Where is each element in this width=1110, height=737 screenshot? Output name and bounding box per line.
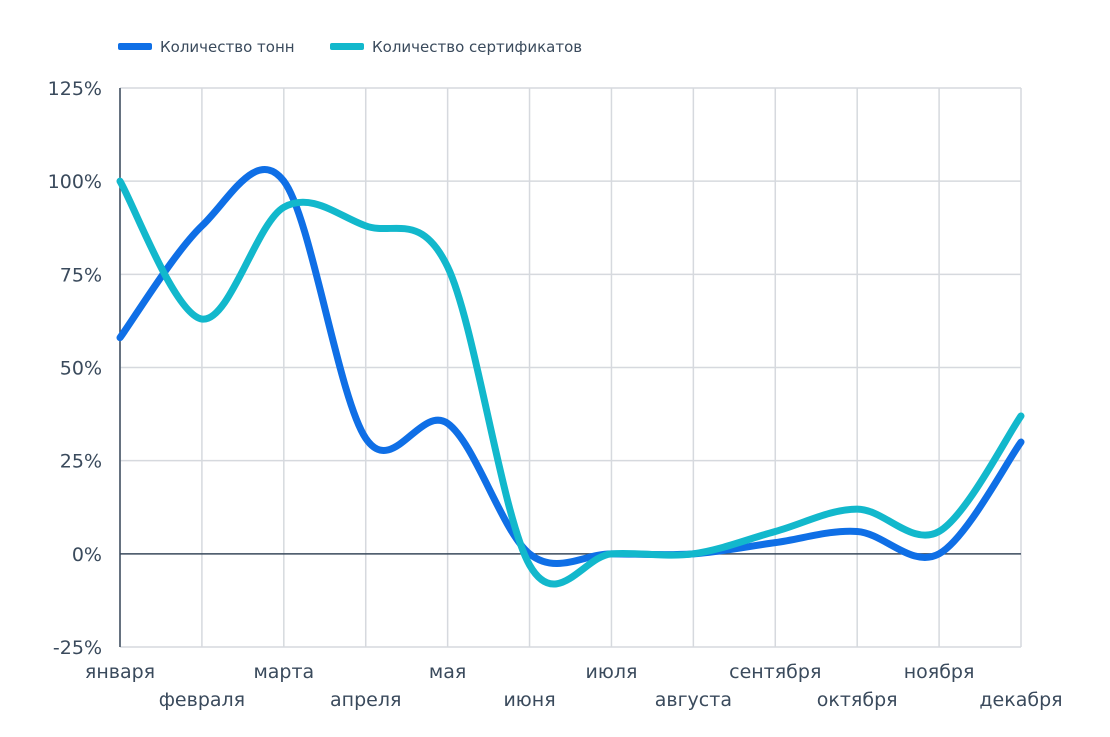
y-tick-label: 75%	[60, 264, 102, 286]
x-tick-label: ноября	[904, 661, 975, 683]
y-tick-label: -25%	[53, 637, 102, 659]
y-axis: -25% 0% 25% 50% 75% 100% 125%	[48, 78, 102, 659]
y-tick-label: 100%	[48, 171, 102, 193]
x-tick-label: мая	[429, 661, 466, 683]
y-tick-label: 125%	[48, 78, 102, 100]
series-line-certificates	[116, 177, 1025, 588]
legend: Количество тонн Количество сертификатов	[118, 38, 582, 56]
series-lines	[116, 166, 1025, 588]
legend-swatch-certificates	[330, 43, 364, 50]
legend-item-tonnes[interactable]: Количество тонн	[118, 38, 295, 56]
legend-label-certificates: Количество сертификатов	[372, 38, 582, 56]
grid-lines	[119, 87, 1022, 648]
x-tick-label: июня	[503, 689, 555, 711]
legend-item-certificates[interactable]: Количество сертификатов	[330, 38, 582, 56]
y-tick-label: 0%	[72, 544, 102, 566]
x-tick-label: апреля	[330, 689, 401, 711]
x-tick-label: марта	[253, 661, 314, 683]
x-tick-label: июля	[585, 661, 637, 683]
x-tick-label: февраля	[159, 689, 245, 711]
x-tick-label: сентября	[729, 661, 821, 683]
x-tick-label: декабря	[979, 689, 1062, 711]
legend-label-tonnes: Количество тонн	[160, 38, 295, 56]
series-line-tonnes	[116, 166, 1025, 567]
legend-swatch-tonnes	[118, 43, 152, 50]
y-tick-label: 50%	[60, 358, 102, 380]
x-tick-label: октября	[817, 689, 898, 711]
x-tick-label: августа	[655, 689, 732, 711]
x-tick-label: января	[85, 661, 155, 683]
y-tick-label: 25%	[60, 451, 102, 473]
